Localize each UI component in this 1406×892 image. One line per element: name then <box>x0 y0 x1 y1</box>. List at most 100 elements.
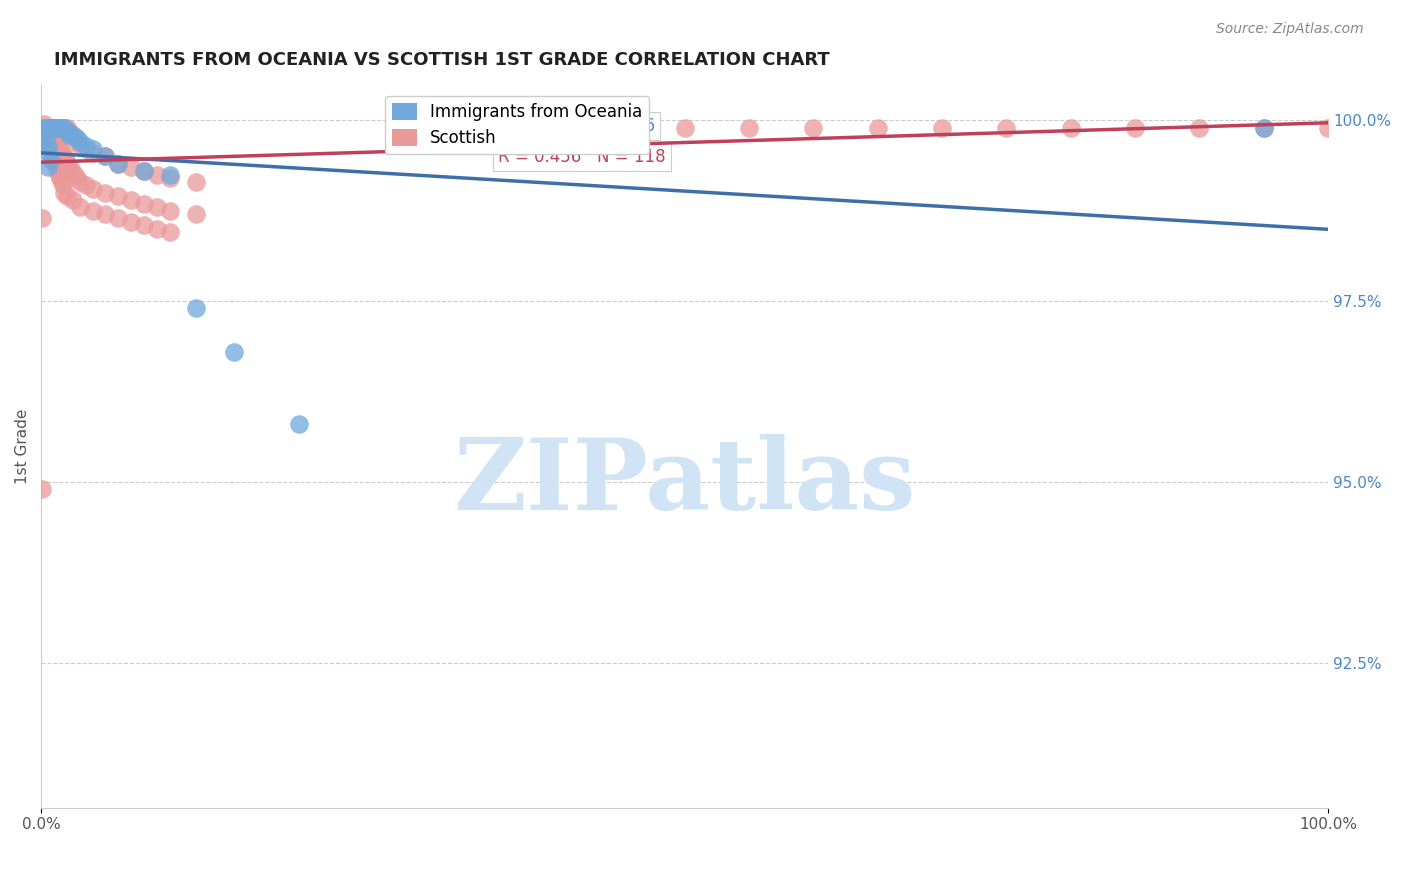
Point <box>66 131 89 145</box>
Point <box>132 218 155 232</box>
Point <box>41 120 63 135</box>
Point <box>41 131 63 145</box>
Point <box>38 128 60 142</box>
Point <box>32 120 55 135</box>
Point <box>82 145 104 160</box>
Point <box>62 193 84 207</box>
Text: R = 0.429   N = 36: R = 0.429 N = 36 <box>498 117 655 135</box>
Text: Source: ZipAtlas.com: Source: ZipAtlas.com <box>1216 22 1364 37</box>
Point <box>94 149 117 163</box>
Point <box>39 120 62 135</box>
Point <box>69 135 91 149</box>
Point <box>49 120 72 135</box>
Point <box>56 120 79 135</box>
Point <box>32 124 55 138</box>
Point <box>94 186 117 200</box>
Point <box>42 135 65 149</box>
Point <box>37 161 59 175</box>
Point <box>34 124 56 138</box>
Point <box>41 145 63 160</box>
Point <box>46 120 69 135</box>
Point <box>35 128 58 142</box>
Point <box>75 142 97 156</box>
Legend: Immigrants from Oceania, Scottish: Immigrants from Oceania, Scottish <box>385 96 650 154</box>
Point <box>42 120 65 135</box>
Point <box>94 207 117 221</box>
Point <box>544 120 567 135</box>
Point <box>38 120 60 135</box>
Point <box>69 138 91 153</box>
Point <box>34 124 56 138</box>
Point <box>35 120 58 135</box>
Point <box>46 120 69 135</box>
Point <box>34 124 56 138</box>
Point <box>132 164 155 178</box>
Point <box>107 211 129 225</box>
Point <box>49 142 72 156</box>
Point <box>51 120 73 135</box>
Point <box>45 120 67 135</box>
Point <box>41 120 63 135</box>
Point <box>146 168 169 182</box>
Point <box>31 124 53 138</box>
Point <box>44 157 66 171</box>
Point <box>46 164 69 178</box>
Point <box>66 135 89 149</box>
Point <box>34 124 56 138</box>
Point <box>609 120 631 135</box>
Point <box>69 175 91 189</box>
Point <box>995 120 1018 135</box>
Point <box>120 193 142 207</box>
Point <box>866 120 889 135</box>
Point <box>32 117 55 131</box>
Point <box>31 211 53 225</box>
Point <box>53 120 76 135</box>
Point <box>41 142 63 156</box>
Point <box>46 138 69 153</box>
Point <box>66 171 89 186</box>
Point <box>42 120 65 135</box>
Point <box>51 175 73 189</box>
Point <box>51 120 73 135</box>
Point <box>56 189 79 203</box>
Point <box>1253 120 1275 135</box>
Point <box>53 149 76 163</box>
Point <box>51 145 73 160</box>
Point <box>481 120 503 135</box>
Point <box>35 128 58 142</box>
Point <box>38 135 60 149</box>
Text: R = 0.456   N = 118: R = 0.456 N = 118 <box>498 148 665 166</box>
Point <box>52 149 75 163</box>
Point <box>31 483 53 497</box>
Point <box>184 175 207 189</box>
Point <box>673 120 696 135</box>
Point <box>82 142 104 156</box>
Point <box>53 120 76 135</box>
Text: IMMIGRANTS FROM OCEANIA VS SCOTTISH 1ST GRADE CORRELATION CHART: IMMIGRANTS FROM OCEANIA VS SCOTTISH 1ST … <box>53 51 830 69</box>
Point <box>39 138 62 153</box>
Point <box>1123 120 1146 135</box>
Point <box>63 168 86 182</box>
Point <box>48 168 70 182</box>
Point <box>75 138 97 153</box>
Point <box>58 124 80 138</box>
Point <box>34 120 56 135</box>
Point <box>107 189 129 203</box>
Point <box>35 120 58 135</box>
Point <box>146 222 169 236</box>
Point <box>120 214 142 228</box>
Point <box>159 203 181 218</box>
Point <box>107 157 129 171</box>
Point <box>63 131 86 145</box>
Point <box>82 203 104 218</box>
Point <box>184 301 207 316</box>
Point <box>58 161 80 175</box>
Point <box>38 145 60 160</box>
Point <box>62 128 84 142</box>
Point <box>49 171 72 186</box>
Point <box>159 171 181 186</box>
Point <box>416 120 439 135</box>
Point <box>60 164 83 178</box>
Point <box>132 196 155 211</box>
Point <box>32 120 55 135</box>
